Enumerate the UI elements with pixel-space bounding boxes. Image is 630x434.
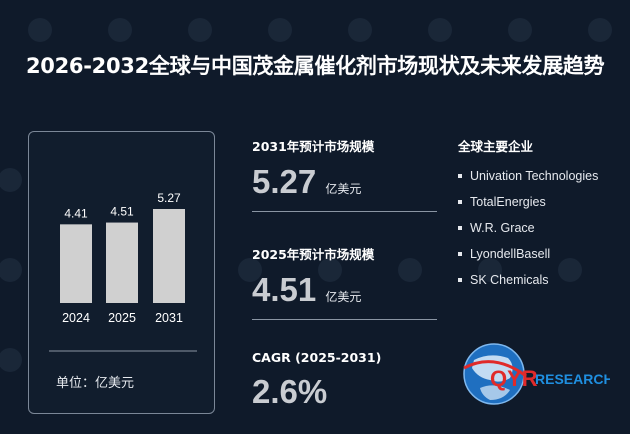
tick-label-2024: 2024 xyxy=(62,311,90,325)
divider xyxy=(252,211,437,212)
company-name: LyondellBasell xyxy=(470,247,551,261)
stat-cagr: CAGR (2025-2031) 2.6% xyxy=(252,350,437,411)
company-item: LyondellBasell xyxy=(458,245,618,263)
data-label-2031: 5.27 xyxy=(157,191,181,205)
company-name: Univation Technologies xyxy=(470,169,599,183)
stat-label: CAGR (2025-2031) xyxy=(252,350,382,365)
svg-text:QYR: QYR xyxy=(490,366,538,391)
stat-unit: 亿美元 xyxy=(325,290,362,304)
svg-text:RESEARCH: RESEARCH xyxy=(535,371,610,387)
bullet-icon xyxy=(458,226,462,230)
company-name: SK Chemicals xyxy=(470,273,549,287)
company-name: TotalEnergies xyxy=(470,195,546,209)
companies-title: 全球主要企业 xyxy=(458,139,534,154)
unit-label: 单位：亿美元 xyxy=(56,376,135,391)
chart-card: 4.41 2024 4.51 2025 5.27 2031 单位：亿美元 xyxy=(28,131,215,414)
stat-2025: 2025年预计市场规模 4.51 亿美元 xyxy=(252,244,437,320)
bullet-icon xyxy=(458,200,462,204)
bar-2031 xyxy=(153,209,185,303)
company-item: SK Chemicals xyxy=(458,271,618,289)
data-label-2024: 4.41 xyxy=(64,206,88,220)
stat-unit: 亿美元 xyxy=(325,182,362,196)
company-item: Univation Technologies xyxy=(458,167,618,185)
bar-2024 xyxy=(60,224,92,303)
qyresearch-logo: QYR RESEARCH xyxy=(463,343,610,405)
companies-list: 全球主要企业 Univation Technologies TotalEnerg… xyxy=(458,136,618,297)
tick-label-2025: 2025 xyxy=(108,311,136,325)
stat-value: 5.27 xyxy=(252,163,317,200)
page-title: 2026-2032全球与中国茂金属催化剂市场现状及未来发展趋势 xyxy=(26,54,605,78)
bullet-icon xyxy=(458,174,462,178)
bullet-icon xyxy=(458,252,462,256)
stat-2031: 2031年预计市场规模 5.27 亿美元 xyxy=(252,136,437,212)
company-name: W.R. Grace xyxy=(470,221,535,235)
data-label-2025: 4.51 xyxy=(110,205,134,219)
bar-chart: 4.41 2024 4.51 2025 5.27 2031 xyxy=(49,191,197,352)
bullet-icon xyxy=(458,278,462,282)
company-item: TotalEnergies xyxy=(458,193,618,211)
company-item: W.R. Grace xyxy=(458,219,618,237)
stat-label: 2031年预计市场规模 xyxy=(252,139,375,154)
stat-value: 4.51 xyxy=(252,271,317,308)
bar-2025 xyxy=(106,222,138,303)
divider xyxy=(252,319,437,320)
tick-label-2031: 2031 xyxy=(155,311,183,325)
stat-value: 2.6% xyxy=(252,373,328,410)
globe-icon xyxy=(463,343,527,405)
stat-label: 2025年预计市场规模 xyxy=(252,247,375,262)
